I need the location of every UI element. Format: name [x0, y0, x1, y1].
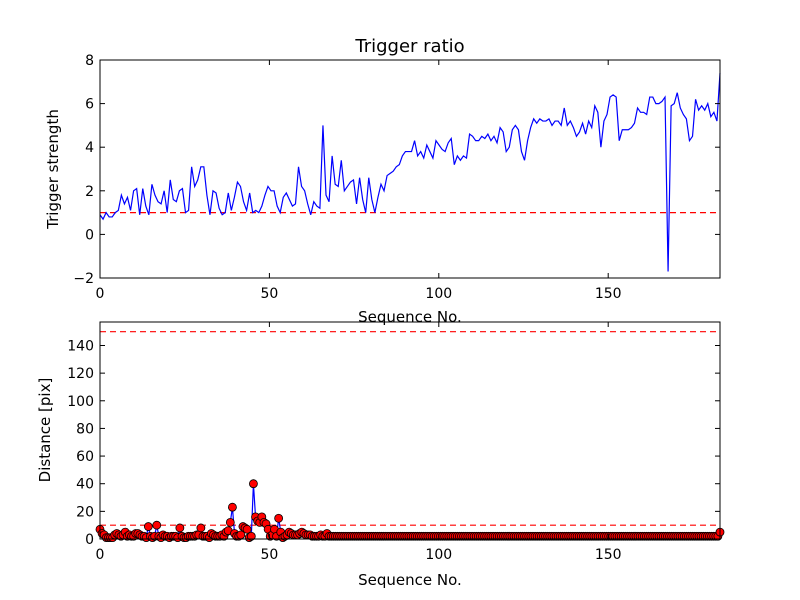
data-point-marker — [246, 531, 256, 541]
x-tick-label: 100 — [425, 547, 452, 563]
y-tick-label: 8 — [85, 53, 94, 69]
bottom-y-axis-label: Distance [pix] — [36, 378, 54, 483]
top-x-axis-label: Sequence No. — [358, 308, 462, 326]
y-tick-label: 6 — [85, 97, 94, 113]
x-tick-label: 150 — [595, 547, 622, 563]
x-tick-label: 150 — [595, 286, 622, 302]
trigger-strength-series-group — [99, 73, 721, 272]
data-point-marker — [196, 523, 206, 533]
top-y-axis-label: Trigger strength — [44, 109, 62, 230]
bottom-axes-frame — [99, 321, 721, 540]
distance-axes-group: 0 50 100 150 0 20 40 60 80 100 120 140 — [67, 322, 720, 563]
data-point-marker — [249, 479, 258, 489]
y-tick-label: 40 — [76, 477, 94, 493]
data-point-marker — [242, 524, 252, 534]
top-axes-frame — [99, 59, 721, 279]
data-point-marker — [143, 522, 153, 531]
data-point-marker — [152, 520, 162, 530]
data-point-marker — [274, 513, 284, 523]
y-tick-label: 2 — [85, 184, 94, 200]
y-tick-label: 140 — [67, 338, 94, 354]
data-point-marker — [175, 523, 185, 533]
x-tick-label: 0 — [96, 286, 105, 302]
data-point-marker — [225, 518, 235, 527]
y-tick-label: 120 — [67, 366, 94, 382]
x-tick-label: 0 — [96, 547, 105, 563]
y-tick-label: 0 — [85, 532, 94, 548]
y-tick-label: 100 — [67, 394, 94, 410]
y-tick-label: 20 — [76, 504, 94, 520]
distance-panel: 0 50 100 150 0 20 40 60 80 100 120 140 Sequence No.… — [36, 321, 725, 589]
x-tick-label: 50 — [260, 286, 278, 302]
y-tick-label: 80 — [76, 421, 94, 437]
y-tick-label: 0 — [85, 227, 94, 243]
series-line — [99, 73, 721, 272]
distance-series-group — [95, 331, 725, 543]
x-tick-label: 100 — [425, 286, 452, 302]
bottom-x-axis-label: Sequence No. — [358, 571, 462, 589]
data-point-marker — [228, 502, 237, 512]
x-tick-label: 50 — [260, 547, 278, 563]
y-tick-label: −2 — [73, 271, 94, 287]
y-tick-label: 4 — [85, 140, 94, 156]
y-tick-label: 60 — [76, 449, 94, 465]
chart-title: Trigger ratio — [354, 36, 464, 57]
